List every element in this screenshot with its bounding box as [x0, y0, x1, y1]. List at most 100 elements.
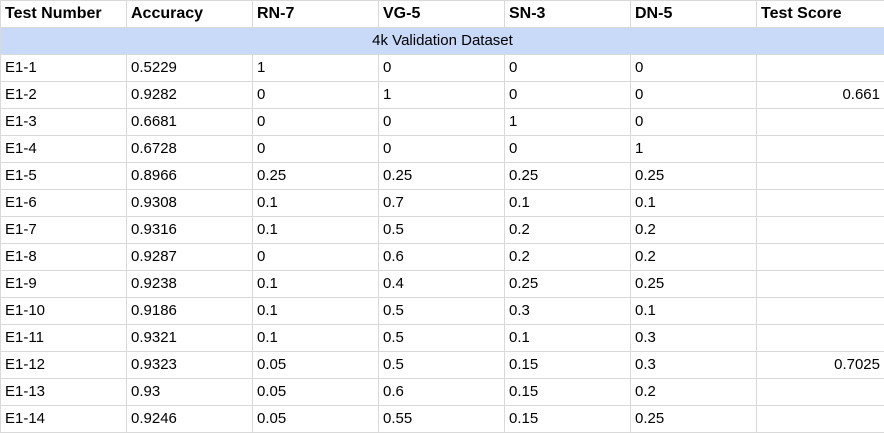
cell-dn-5[interactable]: 0.3	[631, 352, 757, 379]
cell-test-number[interactable]: E1-14	[1, 406, 127, 433]
section-label[interactable]: 4k Validation Dataset	[1, 28, 884, 55]
cell-vg-5[interactable]: 0.7	[379, 190, 505, 217]
cell-rn-7[interactable]: 0.05	[253, 352, 379, 379]
cell-rn-7[interactable]: 0.05	[253, 406, 379, 433]
header-test-score[interactable]: Test Score	[757, 1, 884, 28]
cell-vg-5[interactable]: 0.6	[379, 244, 505, 271]
cell-rn-7[interactable]: 0.1	[253, 190, 379, 217]
cell-dn-5[interactable]: 0.25	[631, 271, 757, 298]
cell-test-number[interactable]: E1-3	[1, 109, 127, 136]
cell-accuracy[interactable]: 0.9238	[127, 271, 253, 298]
cell-test-number[interactable]: E1-5	[1, 163, 127, 190]
cell-vg-5[interactable]: 0	[379, 109, 505, 136]
cell-vg-5[interactable]: 0.55	[379, 406, 505, 433]
cell-sn-3[interactable]: 0.2	[505, 244, 631, 271]
cell-sn-3[interactable]: 0	[505, 136, 631, 163]
cell-test-number[interactable]: E1-6	[1, 190, 127, 217]
cell-test-number[interactable]: E1-1	[1, 55, 127, 82]
cell-test-score[interactable]	[757, 325, 884, 352]
cell-dn-5[interactable]: 0.3	[631, 325, 757, 352]
cell-dn-5[interactable]: 0.2	[631, 244, 757, 271]
header-test-number[interactable]: Test Number	[1, 1, 127, 28]
cell-test-score[interactable]	[757, 406, 884, 433]
cell-rn-7[interactable]: 0	[253, 82, 379, 109]
cell-test-score[interactable]	[757, 217, 884, 244]
cell-accuracy[interactable]: 0.9282	[127, 82, 253, 109]
header-rn-7[interactable]: RN-7	[253, 1, 379, 28]
cell-accuracy[interactable]: 0.6728	[127, 136, 253, 163]
cell-rn-7[interactable]: 1	[253, 55, 379, 82]
cell-accuracy[interactable]: 0.9316	[127, 217, 253, 244]
cell-test-score[interactable]	[757, 190, 884, 217]
cell-sn-3[interactable]: 0.25	[505, 163, 631, 190]
cell-vg-5[interactable]: 1	[379, 82, 505, 109]
cell-rn-7[interactable]: 0.1	[253, 325, 379, 352]
cell-test-score[interactable]	[757, 379, 884, 406]
cell-dn-5[interactable]: 0.25	[631, 163, 757, 190]
cell-vg-5[interactable]: 0.4	[379, 271, 505, 298]
header-dn-5[interactable]: DN-5	[631, 1, 757, 28]
cell-test-number[interactable]: E1-12	[1, 352, 127, 379]
cell-test-number[interactable]: E1-4	[1, 136, 127, 163]
cell-sn-3[interactable]: 0	[505, 55, 631, 82]
cell-test-number[interactable]: E1-2	[1, 82, 127, 109]
cell-accuracy[interactable]: 0.6681	[127, 109, 253, 136]
cell-accuracy[interactable]: 0.8966	[127, 163, 253, 190]
cell-vg-5[interactable]: 0.5	[379, 298, 505, 325]
cell-test-number[interactable]: E1-11	[1, 325, 127, 352]
cell-dn-5[interactable]: 0.1	[631, 298, 757, 325]
cell-rn-7[interactable]: 0	[253, 244, 379, 271]
cell-accuracy[interactable]: 0.9308	[127, 190, 253, 217]
cell-vg-5[interactable]: 0.6	[379, 379, 505, 406]
cell-rn-7[interactable]: 0.1	[253, 298, 379, 325]
cell-accuracy[interactable]: 0.93	[127, 379, 253, 406]
cell-dn-5[interactable]: 0.2	[631, 379, 757, 406]
cell-test-number[interactable]: E1-13	[1, 379, 127, 406]
cell-rn-7[interactable]: 0.1	[253, 271, 379, 298]
cell-test-score[interactable]	[757, 109, 884, 136]
cell-vg-5[interactable]: 0.5	[379, 217, 505, 244]
cell-sn-3[interactable]: 0.1	[505, 190, 631, 217]
cell-test-score[interactable]: 0.7025	[757, 352, 884, 379]
cell-accuracy[interactable]: 0.9246	[127, 406, 253, 433]
cell-rn-7[interactable]: 0.1	[253, 217, 379, 244]
cell-vg-5[interactable]: 0.5	[379, 352, 505, 379]
header-vg-5[interactable]: VG-5	[379, 1, 505, 28]
cell-sn-3[interactable]: 0.25	[505, 271, 631, 298]
cell-rn-7[interactable]: 0.25	[253, 163, 379, 190]
cell-accuracy[interactable]: 0.9321	[127, 325, 253, 352]
cell-dn-5[interactable]: 0.2	[631, 217, 757, 244]
cell-sn-3[interactable]: 0.15	[505, 406, 631, 433]
cell-vg-5[interactable]: 0	[379, 136, 505, 163]
cell-dn-5[interactable]: 1	[631, 136, 757, 163]
cell-accuracy[interactable]: 0.5229	[127, 55, 253, 82]
cell-vg-5[interactable]: 0.5	[379, 325, 505, 352]
cell-sn-3[interactable]: 0.15	[505, 379, 631, 406]
cell-vg-5[interactable]: 0.25	[379, 163, 505, 190]
cell-sn-3[interactable]: 0.1	[505, 325, 631, 352]
header-sn-3[interactable]: SN-3	[505, 1, 631, 28]
cell-dn-5[interactable]: 0.25	[631, 406, 757, 433]
cell-dn-5[interactable]: 0	[631, 55, 757, 82]
cell-sn-3[interactable]: 1	[505, 109, 631, 136]
cell-test-score[interactable]	[757, 163, 884, 190]
cell-test-number[interactable]: E1-7	[1, 217, 127, 244]
cell-test-score[interactable]: 0.661	[757, 82, 884, 109]
cell-rn-7[interactable]: 0.05	[253, 379, 379, 406]
cell-test-number[interactable]: E1-9	[1, 271, 127, 298]
cell-test-number[interactable]: E1-8	[1, 244, 127, 271]
cell-dn-5[interactable]: 0.1	[631, 190, 757, 217]
cell-rn-7[interactable]: 0	[253, 136, 379, 163]
cell-test-score[interactable]	[757, 271, 884, 298]
cell-accuracy[interactable]: 0.9323	[127, 352, 253, 379]
cell-vg-5[interactable]: 0	[379, 55, 505, 82]
cell-test-score[interactable]	[757, 55, 884, 82]
cell-dn-5[interactable]: 0	[631, 82, 757, 109]
cell-test-score[interactable]	[757, 298, 884, 325]
cell-sn-3[interactable]: 0.2	[505, 217, 631, 244]
cell-sn-3[interactable]: 0	[505, 82, 631, 109]
cell-test-score[interactable]	[757, 136, 884, 163]
cell-accuracy[interactable]: 0.9186	[127, 298, 253, 325]
cell-rn-7[interactable]: 0	[253, 109, 379, 136]
cell-test-score[interactable]	[757, 244, 884, 271]
